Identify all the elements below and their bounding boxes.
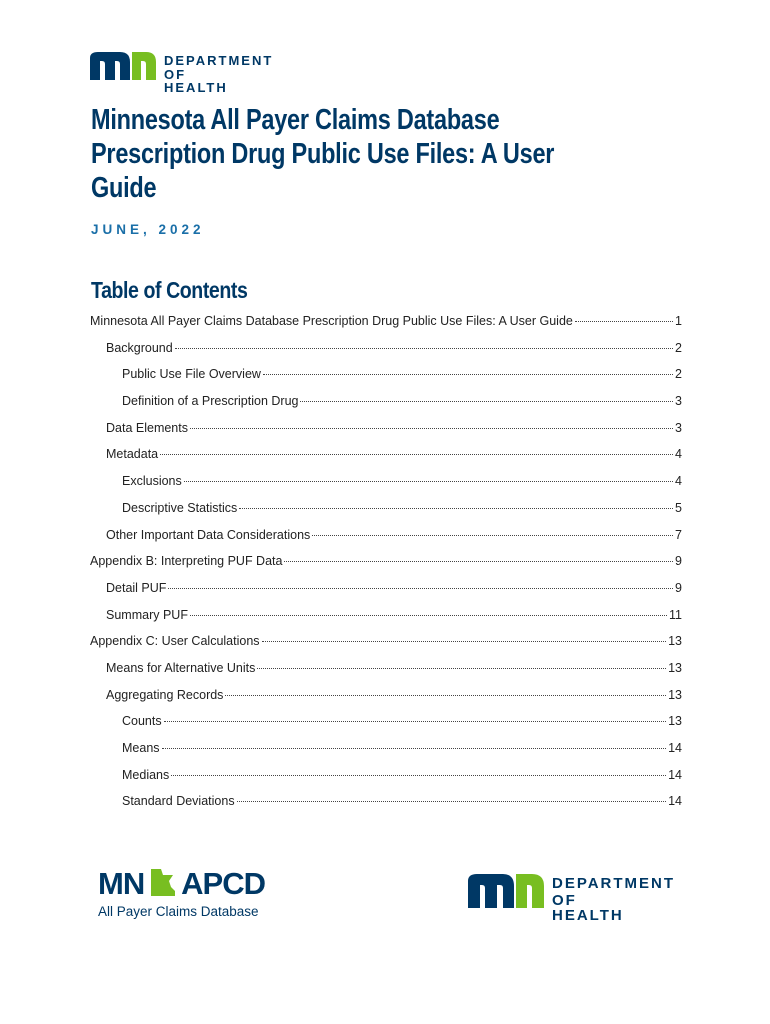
toc-page-number: 1 (675, 314, 682, 328)
toc-entry: Means for Alternative Units 13 (90, 655, 682, 682)
toc-entry: Descriptive Statistics 5 (90, 495, 682, 522)
dot-leader (262, 374, 674, 376)
toc-entry-text: Descriptive Statistics (122, 500, 238, 515)
date: JUNE, 2022 (91, 222, 205, 237)
toc-entry: Standard Deviations 14 (90, 788, 682, 815)
dot-leader (160, 454, 674, 456)
dot-leader (239, 507, 674, 509)
dot-leader (261, 641, 667, 643)
mdh-logo: DEPARTMENT OF HEALTH (90, 52, 271, 94)
title-line: Prescription Drug Public Use Files: A Us… (91, 138, 555, 170)
toc-entry-text: Means (122, 741, 160, 755)
toc-entry-text: Aggregating Records (106, 687, 224, 702)
toc-entry: Background 2 (90, 335, 682, 362)
toc-page-number: 4 (675, 447, 682, 462)
apcd-state (150, 869, 175, 896)
toc-entry-text: Data Elements (106, 420, 188, 435)
dot-leader (161, 748, 667, 749)
dot-leader (168, 587, 674, 589)
title: Minnesota All Payer Claims Database Pres… (91, 103, 554, 205)
toc-entry: Other Important Data Considerations 7 (90, 522, 682, 549)
dot-leader (574, 321, 674, 322)
toc-entry-text: Background (106, 340, 173, 355)
toc-page-number: 3 (675, 420, 682, 435)
dot-leader (312, 534, 674, 536)
toc-entry: Summary PUF 11 (90, 602, 682, 629)
toc-entry: Means 14 (90, 735, 682, 762)
toc-heading: Table of Contents (91, 277, 248, 303)
toc-page-number: 5 (675, 500, 682, 515)
toc-page-number: 13 (668, 714, 682, 729)
dot-leader (174, 347, 674, 349)
toc-entry-text: Definition of a Prescription Drug (122, 394, 299, 409)
mdh-logo: DEPARTMENT OF HEALTH (468, 874, 673, 923)
toc-entry-text: Appendix B: Interpreting PUF Data (90, 554, 283, 569)
dot-leader (189, 614, 668, 616)
toc-entry-text: Counts (122, 714, 162, 729)
toc-entry: Appendix C: User Calculations 13 (90, 628, 682, 655)
toc-page-number: 3 (675, 394, 682, 409)
toc-entry-text: Exclusions (122, 474, 182, 489)
dot-leader (189, 427, 674, 429)
dot-leader (236, 801, 667, 803)
dot-leader (163, 721, 667, 723)
toc-entry: Appendix B: Interpreting PUF Data 9 (90, 548, 682, 575)
toc-entry: Medians 14 (90, 762, 682, 789)
toc-page-number: 9 (675, 580, 682, 595)
apcd-logo: MN APCD All Payer Claims Database (98, 866, 266, 919)
toc-entry: Public Use File Overview 2 (90, 361, 682, 388)
toc-page-number: 2 (675, 367, 682, 382)
dot-leader (300, 401, 674, 403)
toc-page-number: 14 (668, 741, 682, 755)
toc-page-number: 2 (675, 340, 682, 355)
toc-page-number: 13 (668, 660, 682, 675)
logo-line: DEPARTMENT (552, 875, 676, 892)
toc-entry: Minnesota All Payer Claims Database Pres… (90, 308, 682, 335)
apcd-right: APCD (181, 866, 266, 901)
toc-entry-text: Appendix C: User Calculations (90, 634, 260, 649)
toc-entry: Data Elements 3 (90, 415, 682, 442)
mdh-logo-mark (468, 874, 544, 908)
toc-entry-text: Minnesota All Payer Claims Database Pres… (90, 314, 573, 328)
toc-entry: Definition of a Prescription Drug 3 (90, 388, 682, 415)
toc-entry-text: Means for Alternative Units (106, 660, 256, 675)
dot-leader (171, 774, 667, 776)
title-line: Guide (91, 172, 157, 204)
toc-page-number: 4 (675, 474, 682, 489)
toc-entry-text: Summary PUF (106, 607, 188, 622)
toc-entry-text: Detail PUF (106, 580, 167, 595)
toc-page-number: 13 (668, 687, 682, 702)
toc-page-number: 14 (668, 794, 682, 809)
logo-line: OF HEALTH (552, 892, 624, 924)
title-line: Minnesota All Payer Claims Database (91, 104, 500, 136)
toc-entry: Aggregating Records 13 (90, 682, 682, 709)
toc-page-number: 13 (668, 634, 682, 649)
toc-page-number: 9 (675, 554, 682, 569)
toc-page-number: 11 (669, 607, 682, 622)
toc-entry: Detail PUF 9 (90, 575, 682, 602)
logo-line: DEPARTMENT (164, 53, 274, 68)
toc: Minnesota All Payer Claims Database Pres… (90, 308, 682, 815)
toc-entry-text: Public Use File Overview (122, 367, 261, 382)
dot-leader (257, 667, 667, 669)
toc-entry-text: Other Important Data Considerations (106, 527, 311, 542)
toc-entry-text: Standard Deviations (122, 794, 235, 809)
dot-leader (225, 694, 667, 696)
dot-leader (284, 561, 674, 563)
logo-line: OF HEALTH (164, 67, 228, 95)
apcd-left: MN (98, 866, 145, 901)
mdh-logo-mark (90, 52, 156, 80)
toc-entry: Counts 13 (90, 708, 682, 735)
toc-entry: Metadata 4 (90, 441, 682, 468)
apcd-tagline: All Payer Claims Database (98, 904, 259, 919)
toc-entry: Exclusions 4 (90, 468, 682, 495)
toc-entry-text: Medians (122, 767, 170, 782)
dot-leader (183, 481, 674, 483)
toc-page-number: 14 (668, 767, 682, 782)
toc-page-number: 7 (675, 527, 682, 542)
toc-entry-text: Metadata (106, 447, 159, 462)
